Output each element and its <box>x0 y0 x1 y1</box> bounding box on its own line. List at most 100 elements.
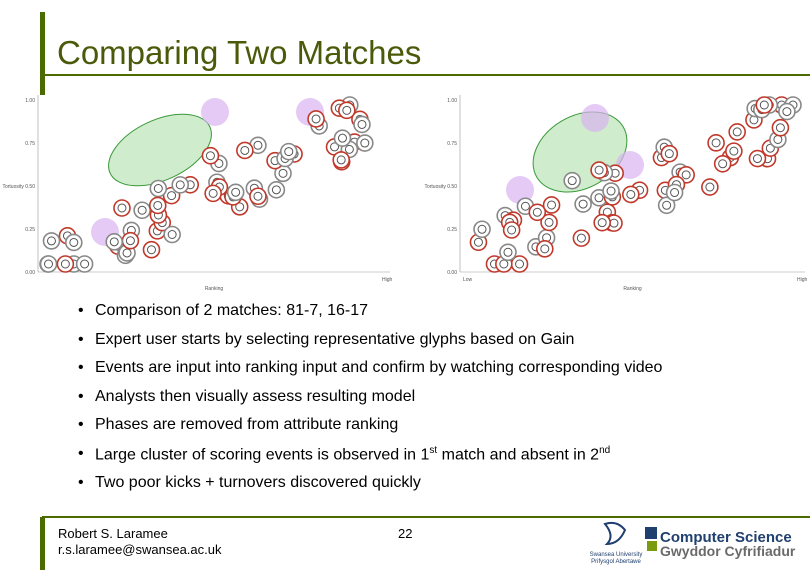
glyph-core <box>253 191 263 201</box>
y-tick-label: 1.00 <box>447 98 457 104</box>
glyph-core <box>167 229 177 239</box>
glyph-plot: 1.00 0.75 Tortuosity 0.50 0.25 0.00 Ranking Hi… <box>2 95 393 292</box>
glyph-core <box>567 176 577 186</box>
glyph-core <box>137 205 147 215</box>
glyph-core <box>576 233 586 243</box>
glyph-core <box>125 236 135 246</box>
glyph <box>105 233 124 251</box>
glyph-core <box>782 107 792 117</box>
glyph <box>778 102 796 121</box>
glyph <box>473 220 491 239</box>
glyph <box>279 142 298 161</box>
superscript: st <box>429 445 438 456</box>
logo-text: Swansea University <box>590 552 643 558</box>
glyph <box>563 171 581 190</box>
glyph-core <box>626 189 636 199</box>
glyph-core <box>664 149 674 159</box>
glyph-core <box>167 191 177 201</box>
glyph-core <box>360 138 370 148</box>
y-tick-label: 0.75 <box>25 141 35 147</box>
glyph-core <box>46 236 56 246</box>
glyph-core <box>311 114 321 124</box>
glyph-core <box>208 188 218 198</box>
y-tick-label: 0.00 <box>447 270 457 276</box>
bullet-dot: • <box>78 330 84 348</box>
glyph <box>113 199 131 217</box>
glyph <box>602 182 620 200</box>
glyph <box>502 221 521 239</box>
glyph-core <box>594 193 604 203</box>
logo-text: Gwyddor Cyfrifiadur <box>660 543 796 559</box>
glyph <box>748 149 767 168</box>
glyph-core <box>342 105 352 115</box>
glyph <box>574 195 592 213</box>
text-run: Large cluster of scoring events is obser… <box>95 446 430 464</box>
glyph-core <box>278 168 288 178</box>
glyph <box>499 243 517 262</box>
glyph <box>356 134 374 152</box>
glyph <box>171 176 190 194</box>
glyph-core <box>507 225 517 235</box>
y-tick-label: 0.75 <box>447 141 457 147</box>
glyph <box>771 118 790 137</box>
glyph-halo <box>201 98 229 126</box>
bullet-dot: • <box>78 359 84 377</box>
glyph-core <box>231 187 241 197</box>
department-logo: Computer Science Gwyddor Cyfrifiadur <box>645 527 796 559</box>
glyph-core <box>336 155 346 165</box>
bullet-dot: • <box>78 473 84 491</box>
glyph-core <box>284 147 294 157</box>
glyph-halo <box>581 104 609 132</box>
cluster-highlight <box>108 113 212 187</box>
glyph-core <box>594 165 604 175</box>
glyph <box>713 154 732 173</box>
glyph <box>535 240 554 258</box>
glyph-core <box>330 142 340 152</box>
bullet-text: Events are input into ranking input and … <box>95 359 662 377</box>
glyph-core <box>253 140 263 150</box>
glyph <box>725 142 743 160</box>
logo-text: Prifysgol Abertawe <box>591 559 641 565</box>
glyph <box>542 196 561 214</box>
glyph-core <box>122 248 132 258</box>
glyph <box>622 185 640 204</box>
glyph-core <box>473 237 483 247</box>
university-logo: Swansea University Prifysgol Abertawe <box>590 521 643 565</box>
y-tick-label: 0.25 <box>447 227 457 233</box>
y-tick-label: 0.00 <box>25 270 35 276</box>
glyph <box>590 161 608 179</box>
glyph-core <box>205 151 215 161</box>
glyph <box>665 183 684 202</box>
glyph-core <box>681 170 691 180</box>
glyph-core <box>705 182 715 192</box>
x-end-label: High <box>797 277 808 283</box>
glyph <box>353 115 371 134</box>
glyph <box>39 255 58 273</box>
glyph <box>572 229 591 247</box>
y-tick-label: 0.25 <box>25 227 35 233</box>
bullet-text: Expert user starts by selecting represen… <box>95 331 574 349</box>
glyph-core <box>718 159 728 169</box>
glyph-core <box>520 201 530 211</box>
glyph-core <box>271 185 281 195</box>
glyph <box>121 231 140 250</box>
glyph-core <box>597 218 607 228</box>
bullet-dot: • <box>78 416 84 434</box>
glyph-core <box>344 144 354 154</box>
glyph-core <box>544 217 554 227</box>
glyph-core <box>759 100 769 110</box>
text-run: Events are input into ranking input and … <box>95 359 663 377</box>
glyph <box>204 184 222 203</box>
x-axis-label: Ranking <box>205 286 224 292</box>
text-run: Phases are removed from attribute rankin… <box>95 416 399 434</box>
glyph <box>332 151 351 169</box>
bullet-dot: • <box>78 387 84 405</box>
bullet-text: Two poor kicks + turnovers discovered qu… <box>95 474 421 492</box>
glyph <box>42 232 61 250</box>
glyph-core <box>175 180 185 190</box>
superscript: nd <box>599 445 611 456</box>
bullet-text: Analysts then visually assess resulting … <box>95 388 415 406</box>
glyph-core <box>775 123 785 133</box>
glyph-core <box>146 245 156 255</box>
bullet-text: Phases are removed from attribute rankin… <box>95 416 398 434</box>
